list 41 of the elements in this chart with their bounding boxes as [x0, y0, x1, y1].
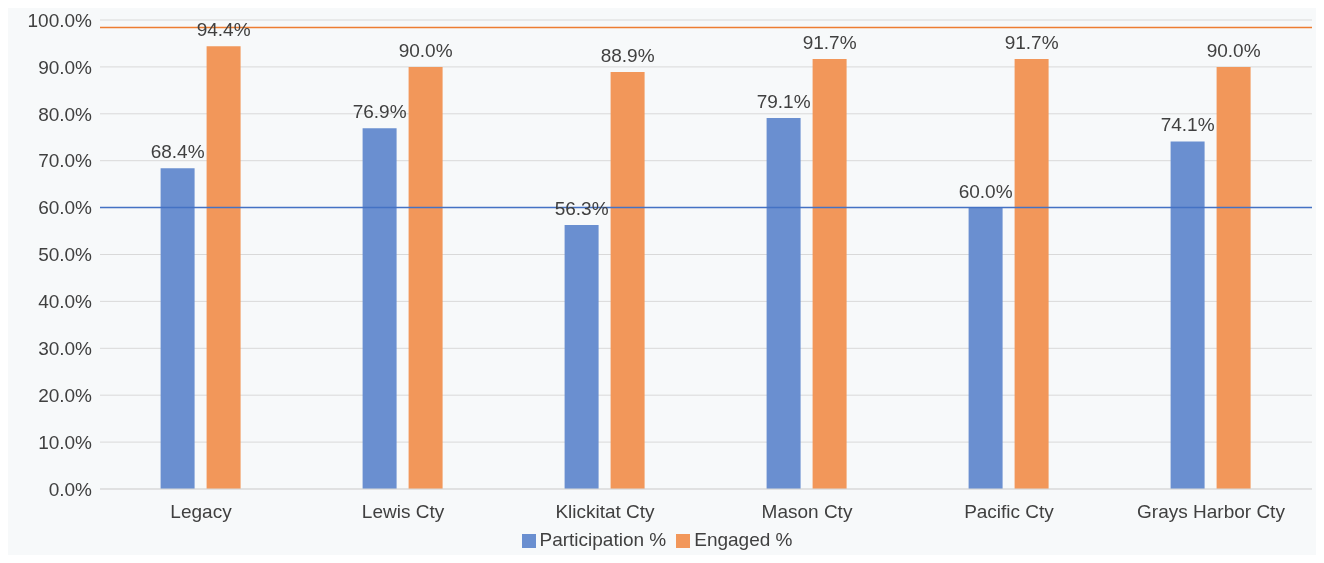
data-label: 88.9%	[600, 45, 655, 67]
bar	[362, 128, 397, 489]
y-tick-label: 80.0%	[38, 103, 93, 125]
bar	[1170, 141, 1205, 489]
y-tick-label: 0.0%	[48, 478, 93, 500]
bar	[610, 72, 645, 489]
bar	[408, 66, 443, 489]
bar	[766, 118, 801, 489]
data-label: 90.0%	[398, 39, 453, 61]
data-label: 91.7%	[802, 31, 857, 53]
y-tick-label: 50.0%	[38, 244, 93, 266]
x-tick-label: Klickitat Cty	[555, 501, 656, 523]
bar	[206, 46, 241, 489]
bar	[1216, 66, 1251, 489]
bar	[968, 207, 1003, 489]
legend-label: Participation %	[539, 529, 667, 550]
bar	[160, 168, 195, 489]
bar	[564, 224, 599, 489]
x-tick-label: Mason Cty	[761, 501, 853, 523]
bar	[812, 58, 847, 489]
y-tick-label: 10.0%	[38, 431, 93, 453]
data-label: 79.1%	[756, 91, 811, 113]
data-label: 74.1%	[1160, 114, 1215, 136]
y-tick-label: 90.0%	[38, 56, 93, 78]
x-tick-label: Grays Harbor Cty	[1137, 501, 1286, 523]
y-tick-label: 20.0%	[38, 384, 93, 406]
legend-label: Engaged %	[694, 529, 793, 550]
data-label: 60.0%	[958, 180, 1013, 202]
y-tick-label: 30.0%	[38, 338, 93, 360]
x-tick-label: Lewis Cty	[361, 501, 445, 523]
data-label: 90.0%	[1206, 39, 1261, 61]
y-tick-label: 60.0%	[38, 197, 93, 219]
y-tick-label: 100.0%	[27, 9, 93, 31]
data-label: 76.9%	[352, 101, 407, 123]
data-label: 68.4%	[150, 141, 205, 163]
x-tick-label: Pacific Cty	[964, 501, 1055, 523]
data-label: 91.7%	[1004, 31, 1059, 53]
bar	[1014, 58, 1049, 489]
x-tick-label: Legacy	[170, 501, 233, 523]
y-tick-label: 70.0%	[38, 150, 93, 172]
y-tick-label: 40.0%	[38, 291, 93, 313]
